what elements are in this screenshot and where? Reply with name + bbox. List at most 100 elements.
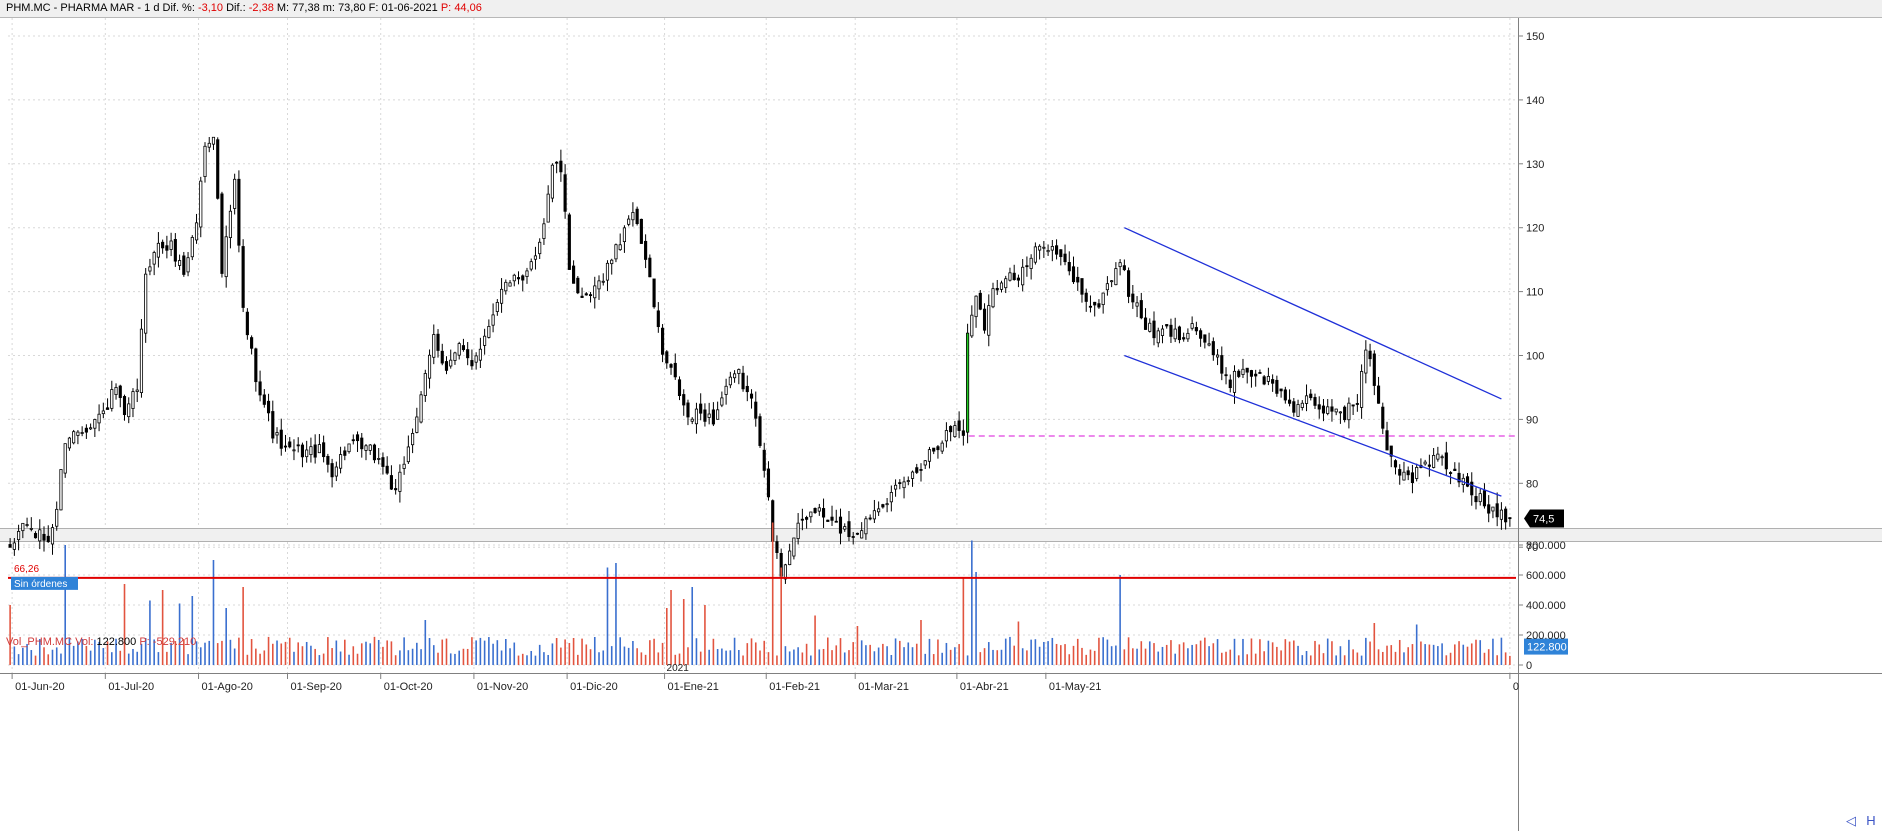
candle-body — [1105, 283, 1109, 291]
candle-body — [957, 420, 961, 431]
candle-body — [720, 397, 724, 406]
candle-body — [605, 262, 610, 281]
candle-body — [1190, 323, 1194, 329]
candle-body — [436, 333, 440, 351]
candle-body — [766, 468, 771, 498]
candle-body — [699, 403, 703, 414]
candle-body — [1368, 350, 1372, 360]
candle-body — [1266, 375, 1270, 382]
candle-body — [444, 361, 449, 371]
candle-body — [635, 208, 639, 225]
candle-body — [627, 218, 631, 225]
candle-body — [1139, 300, 1143, 319]
candle-body — [1355, 403, 1359, 405]
candle-body — [495, 302, 499, 312]
candle-body — [1050, 246, 1054, 251]
candle-body — [1224, 374, 1228, 377]
candle-body — [1474, 496, 1478, 503]
candle-body — [529, 261, 533, 270]
candle-body — [1330, 406, 1334, 412]
candle-body — [1385, 430, 1389, 451]
candle-body — [1326, 406, 1330, 414]
candle-body — [1440, 456, 1444, 459]
candle-body — [330, 463, 334, 478]
candle-body — [182, 255, 186, 275]
candle-body — [322, 442, 326, 458]
candle-body — [1135, 302, 1139, 307]
candle-body — [567, 214, 571, 270]
volume-vol-value: 122.800 — [96, 636, 137, 648]
candle-body — [84, 427, 88, 433]
help-icon[interactable]: H — [1866, 813, 1876, 828]
candle-body — [1478, 493, 1482, 503]
candle-body — [669, 364, 673, 368]
candle-body — [690, 418, 694, 422]
candle-body — [576, 277, 580, 294]
candle-body — [118, 385, 122, 398]
candle-body — [1033, 246, 1037, 263]
candle-body — [266, 400, 271, 414]
candle-body — [406, 446, 410, 463]
panel-separator — [0, 528, 1882, 542]
candle-body — [910, 471, 915, 479]
last-volume-label: 122.800 — [1527, 642, 1567, 654]
price-tick-label: 70 — [1526, 542, 1538, 554]
candle-body — [1508, 517, 1512, 520]
volume-tick-label: 600.000 — [1526, 570, 1566, 582]
candle-body — [711, 409, 715, 425]
candle-body — [67, 437, 71, 449]
candle-body — [63, 443, 67, 474]
candle-body — [457, 343, 461, 356]
candle-body — [982, 308, 987, 331]
candle-body — [131, 391, 135, 409]
last-price-label: 74,5 — [1533, 513, 1554, 525]
price-tick-label: 150 — [1526, 31, 1544, 43]
last-volume-tag — [1524, 638, 1568, 655]
candle-body — [860, 530, 864, 539]
candle-body — [855, 532, 860, 535]
candle-body — [372, 444, 377, 461]
candle-body — [1088, 305, 1093, 308]
candle-body — [902, 481, 906, 489]
candle-body — [432, 334, 436, 358]
candle-body — [491, 314, 495, 326]
candlesticks — [8, 136, 1512, 587]
candle-body — [228, 210, 232, 238]
candle-body — [991, 288, 995, 308]
candle-body — [220, 193, 224, 274]
candle-body — [500, 288, 504, 304]
candle-body — [737, 369, 741, 374]
candle-body — [487, 326, 491, 338]
month-tick-label: 01-Feb-21 — [769, 681, 820, 693]
candle-body — [1427, 464, 1431, 467]
dif-pct-label: Dif. %: — [162, 2, 195, 14]
candle-body — [72, 431, 76, 444]
candle-body — [76, 431, 80, 436]
candle-body — [923, 460, 927, 466]
candle-body — [885, 503, 889, 506]
candle-body — [1487, 504, 1491, 514]
candle-body — [347, 443, 351, 453]
candle-body — [127, 403, 131, 418]
candle-body — [377, 458, 381, 460]
candle-body — [1194, 327, 1198, 332]
symbol: PHM.MC — [6, 2, 51, 14]
candle-body — [1211, 341, 1215, 356]
candle-body — [29, 528, 33, 530]
candle-body — [978, 292, 982, 310]
candle-body — [504, 281, 508, 292]
candle-body — [1122, 265, 1126, 271]
candle-body — [1288, 399, 1292, 404]
candle-body — [313, 444, 317, 458]
scroll-left-icon[interactable]: ◁ — [1846, 813, 1856, 828]
candle-body — [466, 349, 470, 359]
max-label: M: — [276, 2, 290, 14]
candle-body — [546, 193, 550, 223]
candle-body — [364, 445, 368, 451]
candle-body — [830, 516, 834, 521]
candle-body — [906, 480, 910, 482]
candle-body — [271, 411, 275, 439]
candle-body — [1275, 379, 1279, 394]
candle-body — [283, 445, 288, 448]
